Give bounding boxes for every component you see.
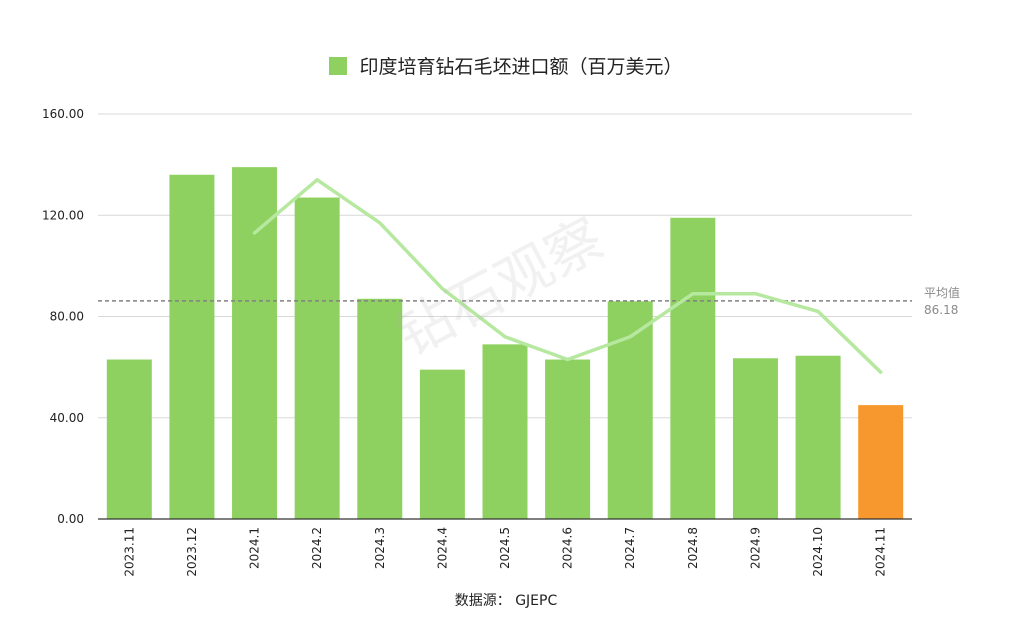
legend: 印度培育钻石毛坯进口额（百万美元） bbox=[0, 52, 1012, 79]
x-tick-label: 2024.1 bbox=[248, 527, 262, 569]
legend-swatch bbox=[329, 57, 348, 75]
bar-2024.11 bbox=[858, 405, 904, 519]
x-tick-label: 2024.8 bbox=[686, 527, 700, 569]
y-tick-label: 160.00 bbox=[42, 107, 84, 121]
y-axis: 0.00 40.00 80.00 120.00 160.00 bbox=[42, 107, 84, 526]
x-tick-label: 2024.10 bbox=[811, 527, 825, 577]
average-label-text: 平均值 bbox=[924, 286, 961, 300]
y-tick-label: 80.00 bbox=[50, 310, 84, 324]
x-tick-label: 2024.6 bbox=[561, 527, 575, 569]
bar-2023.12 bbox=[169, 174, 215, 519]
x-tick-label: 2024.4 bbox=[435, 527, 449, 569]
x-tick-label: 2024.5 bbox=[498, 527, 512, 569]
x-tick-label: 2024.7 bbox=[623, 527, 637, 569]
bar-2024.10 bbox=[795, 355, 841, 519]
x-tick-label: 2024.9 bbox=[748, 527, 762, 569]
x-axis: 2023.11 2023.12 2024.1 2024.2 2024.3 2024.4 20… bbox=[98, 518, 912, 577]
bar-2024.5 bbox=[482, 344, 528, 519]
legend-label: 印度培育钻石毛坯进口额（百万美元） bbox=[359, 56, 683, 78]
bar-2024.3 bbox=[357, 298, 403, 519]
x-tick-label: 2023.12 bbox=[185, 527, 199, 577]
source-note: 数据源： GJEPC bbox=[454, 593, 558, 609]
x-tick-label: 2023.11 bbox=[122, 527, 136, 577]
bars bbox=[106, 167, 904, 519]
x-tick-label: 2024.2 bbox=[310, 527, 324, 569]
bar-2024.2 bbox=[294, 197, 340, 519]
x-tick-label: 2024.11 bbox=[874, 527, 888, 577]
bar-2024.7 bbox=[607, 301, 653, 519]
average-label: 平均值 86.18 bbox=[924, 285, 960, 319]
y-tick-label: 0.00 bbox=[57, 512, 84, 526]
bar-2024.4 bbox=[419, 369, 465, 519]
y-tick-label: 40.00 bbox=[50, 411, 84, 425]
trend-line bbox=[252, 178, 883, 374]
bar-2023.11 bbox=[106, 359, 152, 519]
bar-2024.6 bbox=[545, 359, 591, 519]
y-tick-label: 120.00 bbox=[42, 208, 84, 222]
bar-2024.1 bbox=[232, 167, 278, 519]
bar-2024.8 bbox=[670, 217, 716, 519]
x-tick-label: 2024.3 bbox=[373, 527, 387, 569]
bar-2024.9 bbox=[732, 358, 778, 519]
average-value: 86.18 bbox=[924, 303, 959, 317]
